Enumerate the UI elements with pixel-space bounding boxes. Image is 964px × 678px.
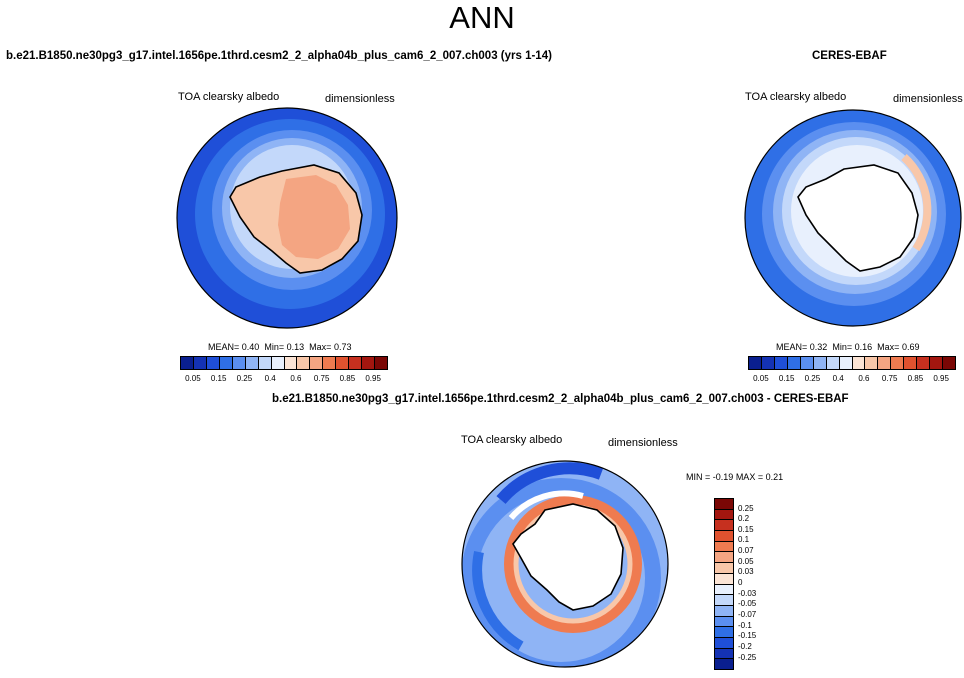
- colorbar-swatch: [943, 357, 955, 369]
- colorbar-swatch: [715, 584, 733, 596]
- colorbar-swatch: [349, 357, 363, 369]
- colorbar-swatch: [787, 357, 801, 369]
- figure-title: ANN: [449, 0, 515, 35]
- colorbar-swatch: [865, 357, 879, 369]
- colorbar-swatch: [852, 357, 866, 369]
- colorbar-swatch: [715, 648, 733, 660]
- colorbar-swatch: [715, 552, 733, 564]
- colorbar-swatch: [761, 357, 775, 369]
- colorbar-swatch: [715, 563, 733, 574]
- colorbar-swatch: [323, 357, 337, 369]
- obs-map: [744, 109, 962, 327]
- colorbar-swatch: [375, 357, 387, 369]
- model-variable-label: TOA clearsky albedo: [178, 91, 280, 103]
- model-map: [176, 107, 398, 329]
- colorbar-swatch: [715, 531, 733, 542]
- colorbar-swatch: [284, 357, 298, 369]
- model-colorbar: [180, 356, 388, 370]
- colorbar-swatch: [715, 627, 733, 638]
- diff-units-label: dimensionless: [608, 437, 678, 449]
- colorbar-swatch: [715, 499, 733, 510]
- colorbar-swatch: [715, 573, 733, 585]
- obs-stats: MEAN= 0.32 Min= 0.16 Max= 0.69: [776, 342, 920, 352]
- colorbar-swatch: [904, 357, 918, 369]
- colorbar-swatch: [271, 357, 285, 369]
- model-stats: MEAN= 0.40 Min= 0.13 Max= 0.73: [208, 342, 352, 352]
- diff-stats: MIN = -0.19 MAX = 0.21: [686, 472, 784, 482]
- diff-colorbar-ticks: 0.25 0.2 0.15 0.1 0.07 0.05 0.03 0 -0.03…: [738, 504, 757, 662]
- colorbar-swatch: [297, 357, 311, 369]
- colorbar-swatch: [193, 357, 207, 369]
- colorbar-swatch: [839, 357, 853, 369]
- colorbar-swatch: [715, 541, 733, 553]
- colorbar-swatch: [336, 357, 350, 369]
- obs-colorbar-ticks: 0.05 0.15 0.25 0.4 0.6 0.75 0.85 0.95: [753, 374, 949, 383]
- obs-units-label: dimensionless: [893, 93, 963, 105]
- colorbar-swatch: [715, 616, 733, 628]
- colorbar-swatch: [715, 637, 733, 649]
- diff-colorbar: [714, 498, 734, 670]
- colorbar-swatch: [917, 357, 931, 369]
- colorbar-swatch: [181, 357, 194, 369]
- colorbar-swatch: [774, 357, 788, 369]
- colorbar-swatch: [891, 357, 905, 369]
- colorbar-swatch: [826, 357, 840, 369]
- colorbar-swatch: [310, 357, 324, 369]
- colorbar-swatch: [715, 509, 733, 521]
- colorbar-swatch: [362, 357, 376, 369]
- colorbar-swatch: [245, 357, 259, 369]
- colorbar-swatch: [232, 357, 246, 369]
- obs-variable-label: TOA clearsky albedo: [745, 91, 847, 103]
- model-colorbar-ticks: 0.05 0.15 0.25 0.4 0.6 0.75 0.85 0.95: [185, 374, 381, 383]
- colorbar-swatch: [878, 357, 892, 369]
- diff-map: [461, 460, 669, 668]
- colorbar-swatch: [258, 357, 272, 369]
- model-units-label: dimensionless: [325, 93, 395, 105]
- colorbar-swatch: [715, 520, 733, 532]
- colorbar-swatch: [219, 357, 233, 369]
- colorbar-swatch: [930, 357, 944, 369]
- colorbar-swatch: [715, 605, 733, 617]
- colorbar-swatch: [800, 357, 814, 369]
- obs-colorbar: [748, 356, 956, 370]
- colorbar-swatch: [206, 357, 220, 369]
- diff-panel-title: b.e21.B1850.ne30pg3_g17.intel.1656pe.1th…: [272, 393, 849, 405]
- obs-panel-title: CERES-EBAF: [812, 50, 887, 62]
- diff-variable-label: TOA clearsky albedo: [461, 434, 563, 446]
- colorbar-swatch: [715, 659, 733, 669]
- colorbar-swatch: [813, 357, 827, 369]
- model-panel-title: b.e21.B1850.ne30pg3_g17.intel.1656pe.1th…: [6, 50, 552, 62]
- colorbar-swatch: [715, 595, 733, 606]
- colorbar-swatch: [749, 357, 762, 369]
